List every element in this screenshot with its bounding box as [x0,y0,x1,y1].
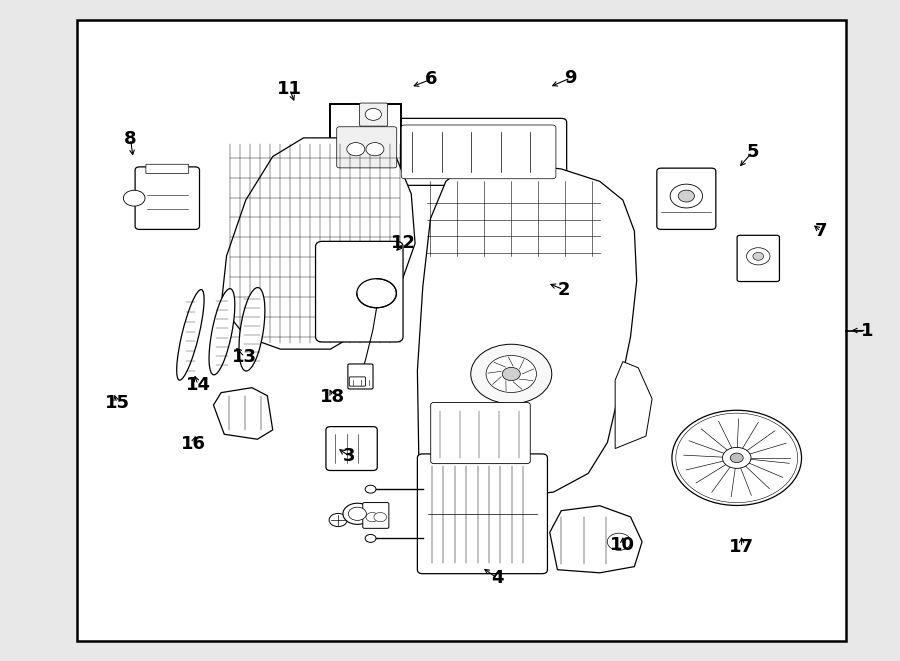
FancyBboxPatch shape [391,118,567,185]
Circle shape [365,535,376,543]
Text: 10: 10 [610,536,635,555]
Polygon shape [418,163,636,497]
Text: 3: 3 [343,447,356,465]
Circle shape [679,190,695,202]
Circle shape [366,143,384,156]
FancyBboxPatch shape [431,403,530,463]
FancyBboxPatch shape [146,164,189,173]
Circle shape [343,503,372,524]
FancyBboxPatch shape [337,127,397,168]
Text: 14: 14 [185,375,211,394]
Circle shape [471,344,552,404]
FancyBboxPatch shape [316,241,403,342]
Circle shape [753,253,764,260]
Text: 8: 8 [124,130,137,148]
Text: 7: 7 [814,222,827,241]
Text: 16: 16 [181,435,206,453]
Text: 12: 12 [391,234,416,253]
Circle shape [365,485,376,493]
Circle shape [502,368,520,381]
Circle shape [730,453,743,463]
Text: 5: 5 [746,143,759,161]
Ellipse shape [209,289,235,375]
FancyBboxPatch shape [349,377,365,386]
Circle shape [356,279,396,308]
Circle shape [346,143,364,156]
Circle shape [670,184,703,208]
Text: 4: 4 [491,569,504,588]
Polygon shape [213,387,273,439]
Text: 1: 1 [860,321,873,340]
Circle shape [348,507,366,520]
Text: 2: 2 [557,280,570,299]
Bar [330,104,401,175]
Text: 9: 9 [564,69,577,87]
FancyBboxPatch shape [135,167,200,229]
Text: 17: 17 [729,538,754,557]
FancyBboxPatch shape [737,235,779,282]
Circle shape [374,512,386,522]
FancyBboxPatch shape [326,426,377,471]
Circle shape [608,533,631,551]
Circle shape [123,190,145,206]
FancyBboxPatch shape [363,502,389,528]
FancyBboxPatch shape [359,103,388,126]
FancyBboxPatch shape [401,125,556,178]
Circle shape [365,108,382,120]
Text: 6: 6 [425,70,437,89]
Polygon shape [550,506,642,573]
Circle shape [723,447,751,469]
Ellipse shape [176,290,204,380]
Text: 18: 18 [320,387,346,406]
Circle shape [486,356,536,393]
Polygon shape [221,138,415,349]
Circle shape [329,514,347,527]
Ellipse shape [239,288,265,371]
Circle shape [747,248,770,265]
Text: 13: 13 [232,348,257,366]
Bar [76,20,846,641]
Text: 11: 11 [277,80,302,98]
FancyBboxPatch shape [657,168,716,229]
FancyBboxPatch shape [348,364,373,389]
FancyBboxPatch shape [418,454,547,574]
Polygon shape [615,362,652,449]
Circle shape [672,410,802,506]
Circle shape [366,512,379,522]
Text: 15: 15 [104,394,130,412]
